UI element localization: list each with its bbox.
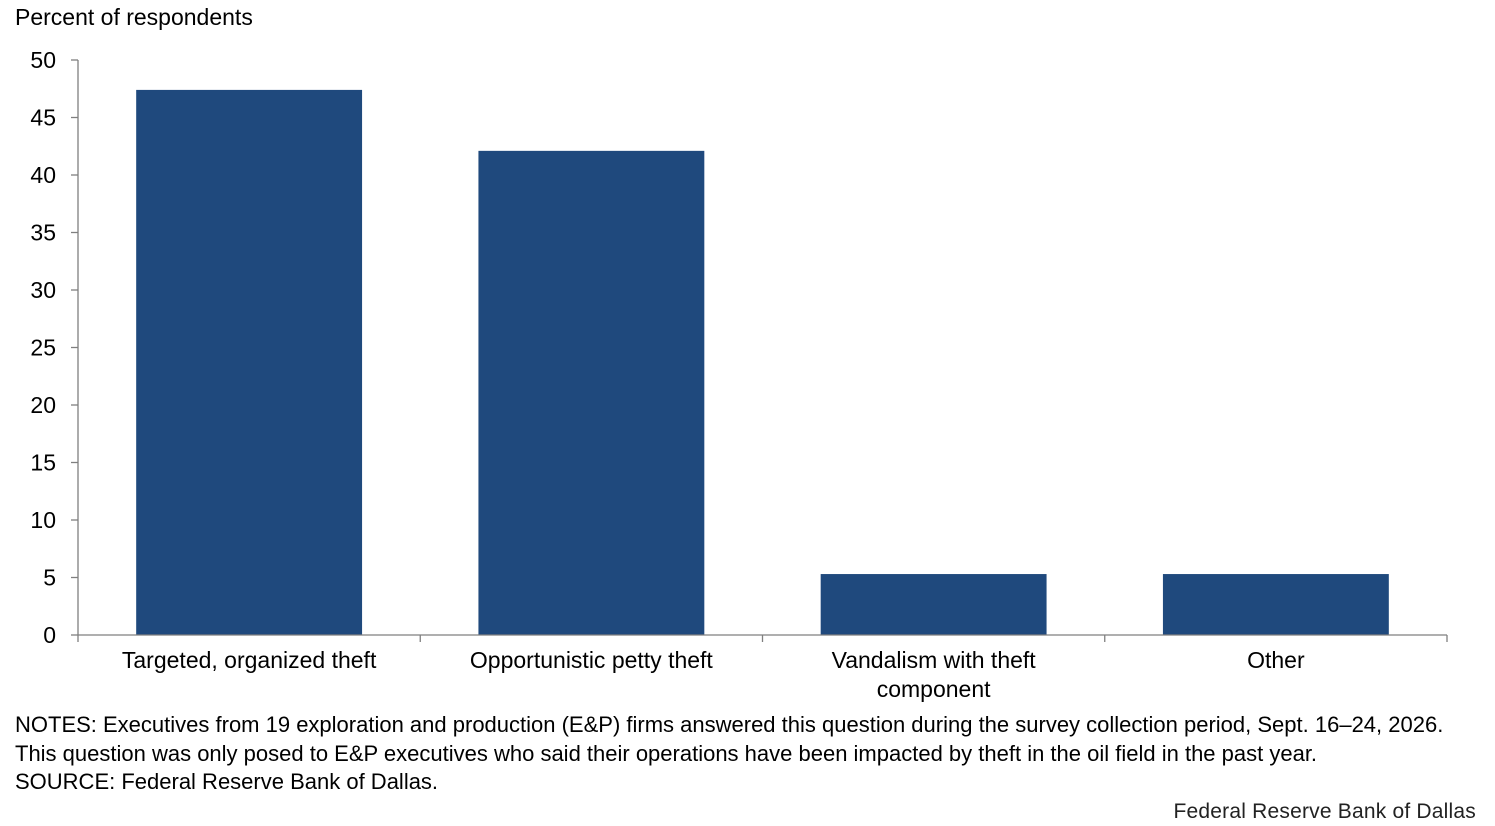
bar [1162, 574, 1389, 635]
bar-chart: 0 5 10 15 20 25 30 35 40 45 50 Targeted, organized… [30, 47, 1448, 702]
bar [136, 89, 363, 635]
y-tick-label: 0 [43, 622, 56, 648]
x-category-label: Targeted, organized theft [122, 647, 377, 673]
source-text: SOURCE: Federal Reserve Bank of Dallas. [15, 769, 439, 794]
x-category-label: Other [1247, 647, 1305, 673]
notes-text: NOTES: Executives from 19 exploration an… [15, 712, 1444, 766]
y-tick-label: 20 [30, 392, 56, 418]
y-tick-label: 30 [30, 277, 56, 303]
bar [820, 574, 1047, 635]
x-category-label: Vandalism with theft [832, 647, 1037, 673]
x-category-label: Opportunistic petty theft [470, 647, 714, 673]
y-tick-label: 50 [30, 47, 56, 73]
y-axis-title: Percent of respondents [15, 4, 253, 30]
y-tick-label: 25 [30, 335, 56, 361]
y-tick-label: 40 [30, 162, 56, 188]
credit-text: Federal Reserve Bank of Dallas [1173, 800, 1476, 823]
y-tick-label: 5 [43, 565, 56, 591]
x-category-label: component [877, 676, 991, 702]
y-tick-label: 10 [30, 507, 56, 533]
y-tick-label: 15 [30, 450, 56, 476]
chart-notes: NOTES: Executives from 19 exploration an… [15, 711, 1485, 797]
y-tick-label: 35 [30, 220, 56, 246]
y-tick-label: 45 [30, 105, 56, 131]
bar [478, 150, 705, 635]
